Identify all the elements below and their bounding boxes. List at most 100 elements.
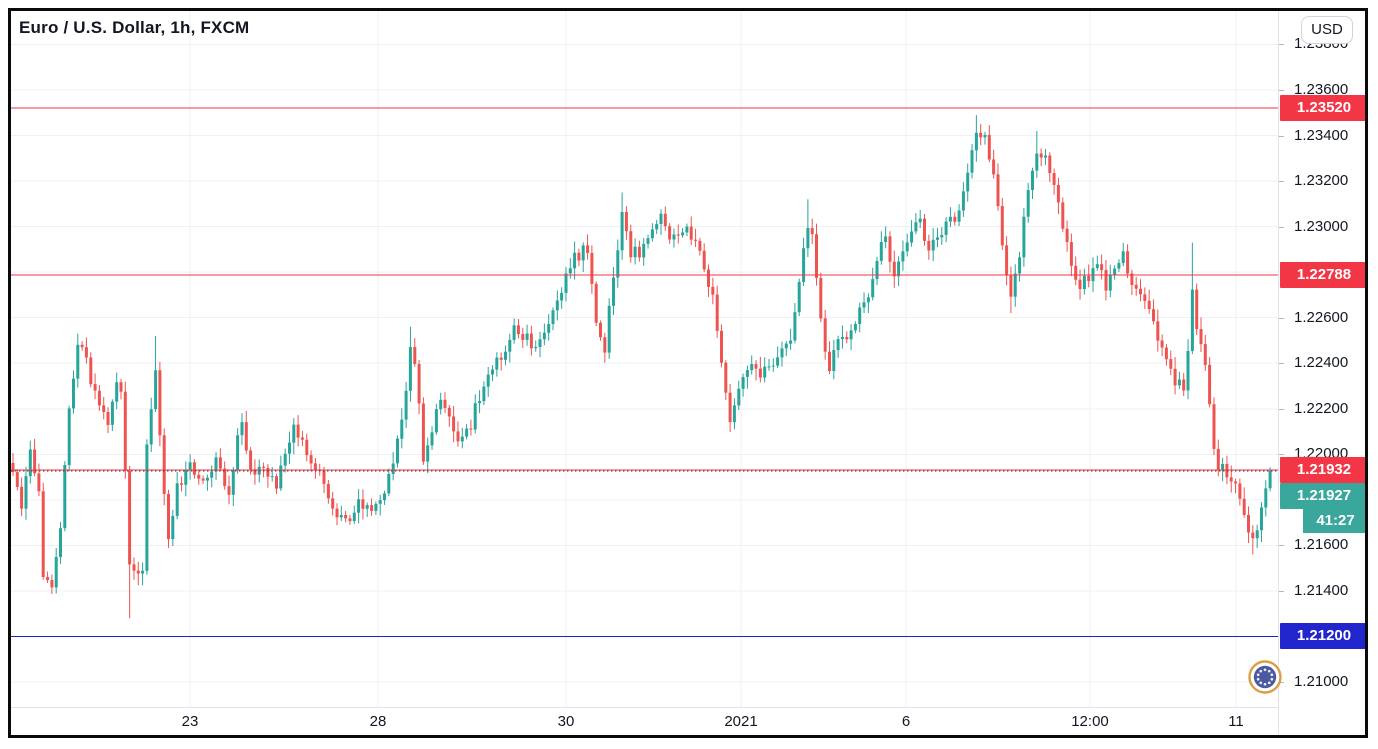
candle (154, 335, 158, 412)
candle (106, 407, 110, 434)
candle (1169, 350, 1173, 376)
candle (331, 491, 335, 516)
candle (1195, 283, 1199, 335)
price-axis-tick (1279, 90, 1284, 91)
candle (300, 430, 304, 446)
candle (1121, 242, 1125, 267)
candle (283, 448, 287, 473)
candle (443, 392, 447, 413)
candle (1065, 220, 1069, 252)
candle (810, 218, 814, 244)
candle (188, 454, 192, 480)
candle (1147, 289, 1151, 314)
candle (80, 341, 84, 351)
time-axis[interactable] (11, 708, 1278, 735)
price-axis-label: 1.23200 (1294, 172, 1349, 190)
candle (89, 352, 93, 388)
candle (149, 397, 153, 452)
currency-unit-button[interactable]: USD (1301, 16, 1353, 44)
candle (236, 428, 240, 474)
candle (1203, 335, 1207, 371)
candle (793, 303, 797, 344)
candle (555, 290, 559, 321)
price-axis-label: 1.22600 (1294, 308, 1349, 326)
candle (123, 381, 127, 479)
candle (776, 346, 780, 369)
candle (361, 489, 365, 520)
candle (46, 571, 50, 583)
time-axis-label: 6 (901, 713, 911, 730)
candle (180, 476, 183, 492)
candle (1190, 242, 1194, 355)
candle (383, 490, 386, 505)
candle (11, 453, 15, 476)
candle (689, 216, 693, 245)
candle (966, 163, 970, 202)
candle (227, 475, 231, 505)
candle (862, 292, 866, 313)
price-axis-tick (1279, 682, 1284, 683)
candle (141, 562, 145, 586)
candle (41, 482, 45, 580)
candle (465, 424, 469, 440)
candle (136, 561, 140, 586)
candle (866, 293, 870, 314)
price-badge: 1.21200 (1280, 623, 1368, 649)
price-axis-label: 1.23600 (1294, 81, 1349, 98)
candle (1005, 236, 1009, 286)
time-axis-label: 12:00 (1071, 713, 1109, 730)
candle (590, 245, 594, 294)
candle (970, 144, 974, 179)
candle (987, 125, 991, 163)
candle (59, 522, 62, 565)
candle (192, 459, 196, 479)
eu-flag-stars (1256, 668, 1274, 686)
candle (391, 452, 395, 481)
candle (1234, 478, 1238, 494)
candle (1134, 276, 1138, 296)
candle (905, 233, 909, 257)
grid-layer (11, 11, 1278, 707)
candle (542, 323, 546, 346)
candle (1242, 487, 1246, 518)
candle (1126, 244, 1130, 279)
chart-title[interactable]: Euro / U.S. Dollar, 1h, FXCM (19, 18, 250, 37)
candle (482, 381, 486, 406)
candle (430, 426, 434, 450)
candle (110, 399, 114, 432)
candle (400, 408, 404, 449)
candle (832, 339, 836, 380)
candle (253, 459, 257, 485)
candle (128, 465, 132, 619)
candle (84, 337, 88, 364)
candle (616, 239, 620, 288)
candle (348, 514, 352, 525)
candle (815, 223, 818, 286)
candle (750, 355, 754, 375)
candle (50, 574, 54, 594)
candle (132, 557, 136, 580)
price-axis-tick (1279, 545, 1284, 546)
candle (1255, 524, 1259, 549)
candle (115, 372, 119, 410)
candle (1208, 357, 1212, 408)
candle (244, 411, 248, 454)
candle (646, 234, 650, 249)
candle (853, 321, 857, 334)
candle (417, 360, 421, 415)
candle (547, 314, 551, 341)
candle (789, 328, 793, 350)
candlestick-chart-pane[interactable] (11, 11, 1278, 707)
candle (534, 340, 538, 352)
candle (948, 207, 952, 228)
candle (577, 248, 581, 267)
candle (1056, 177, 1060, 214)
candle (923, 214, 926, 246)
candle (681, 228, 685, 238)
time-axis-label: 11 (1228, 713, 1244, 730)
candle (728, 384, 732, 433)
candle (396, 435, 399, 468)
candle (1173, 357, 1177, 395)
candle (447, 405, 451, 427)
candle (1074, 256, 1078, 286)
